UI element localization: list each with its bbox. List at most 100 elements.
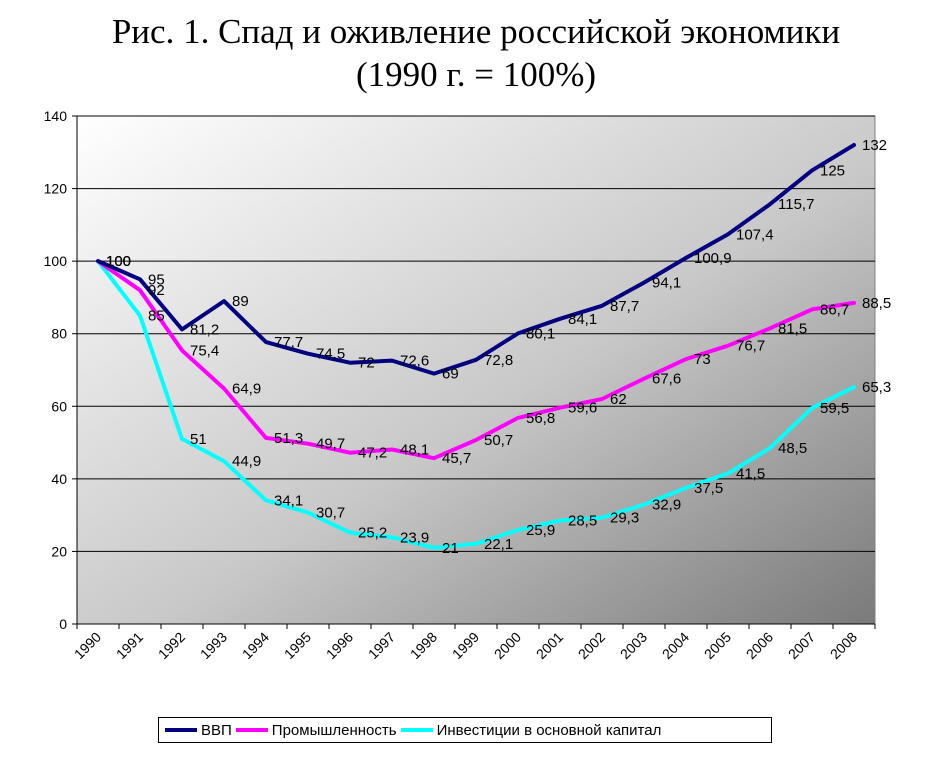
y-tick-label: 40 [51,471,67,487]
data-label: 87,7 [610,298,639,315]
data-label: 34,1 [274,492,303,509]
x-tick-label: 2000 [491,629,524,662]
data-label: 30,7 [316,505,345,522]
data-label: 22,1 [484,536,513,553]
data-label: 48,1 [400,441,429,458]
data-label: 47,2 [358,445,387,462]
x-tick-label: 1999 [449,629,482,662]
data-label: 75,4 [190,342,219,359]
data-label: 76,7 [736,338,765,355]
data-label: 21 [442,540,459,557]
legend-item: Промышленность [235,721,397,739]
data-label: 28,5 [568,513,597,530]
chart-title: Рис. 1. Спад и оживление российской экон… [111,12,841,51]
data-label: 100 [106,253,131,270]
data-label: 77,7 [274,334,303,351]
x-tick-label: 2001 [533,629,566,662]
legend-label: Промышленность [271,721,397,739]
series-line-0 [96,143,856,376]
data-label: 85 [148,308,165,325]
data-label: 25,2 [358,525,387,542]
data-label: 74,5 [316,346,345,363]
x-tick-label: 2004 [659,629,692,662]
y-tick-label: 60 [51,398,67,414]
data-label: 56,8 [526,410,555,427]
data-label: 115,7 [778,196,814,213]
data-label: 72,6 [400,353,429,370]
line-chart: 0 20 40 60 80 100 120 140 1990 1991 1992 1993 1994 19… [44,108,892,662]
data-label: 100,9 [694,250,732,267]
data-label: 84,1 [568,311,597,328]
legend: ВВП Промышленность Инвестиции в основной к… [158,717,772,743]
x-tick-label: 2006 [743,629,776,662]
x-tick-label: 1996 [323,629,356,662]
data-label: 23,9 [400,529,429,546]
data-label: 81,2 [190,321,219,338]
data-label: 25,9 [526,522,555,539]
data-label: 88,5 [862,295,891,312]
data-label: 100 [106,253,131,270]
data-label: 59,5 [820,400,849,417]
data-label: 45,7 [442,450,471,467]
chart-subtitle: (1990 г. = 100%) [355,55,597,94]
data-label: 64,9 [232,381,261,398]
data-label: 59,6 [568,400,597,417]
data-label: 95 [148,271,165,288]
data-label: 65,3 [862,379,891,396]
x-tick-label: 2005 [701,629,734,662]
x-tick-label: 1993 [197,629,230,662]
x-tick-label: 1992 [155,629,188,662]
y-tick-label: 80 [51,326,67,342]
legend-label: Инвестиции в основной капитал [436,721,662,739]
y-tick-label: 0 [59,616,67,632]
data-label: 67,6 [652,371,681,388]
x-tick-label: 2008 [827,629,860,662]
data-label: 100 [106,253,131,270]
data-label: 50,7 [484,432,513,449]
y-tick-label: 100 [44,253,68,269]
data-label: 81,5 [778,320,807,337]
data-label: 94,1 [652,275,681,292]
data-label: 51 [190,431,207,448]
data-label: 72 [358,355,375,372]
legend-item: ВВП [165,722,232,739]
data-label: 48,5 [778,440,807,457]
data-label: 86,7 [820,301,849,318]
x-tick-label: 2003 [617,629,650,662]
data-label: 80,1 [526,325,555,342]
data-label: 89 [232,293,249,310]
legend-swatch [400,728,433,732]
legend-swatch [235,728,268,732]
data-label: 29,3 [610,510,639,527]
data-label: 132 [862,137,887,154]
data-label: 62 [610,391,627,408]
y-tick-label: 20 [51,543,67,559]
y-tick-label: 120 [44,181,68,197]
data-label: 44,9 [232,453,261,470]
data-label: 51,3 [274,430,303,447]
x-tick-label: 1990 [71,629,104,662]
series-line-1 [96,259,856,461]
x-tick-label: 1998 [407,629,440,662]
data-label: 41,5 [736,465,765,482]
legend-label: ВВП [201,721,232,739]
series-line-2 [96,259,856,550]
plot-area [76,115,876,625]
data-label: 125 [820,162,845,179]
x-tick-label: 1997 [365,629,398,662]
y-tick-label: 140 [44,108,68,124]
x-tick-label: 2002 [575,629,608,662]
data-label: 92 [148,282,165,299]
data-label: 32,9 [652,497,681,514]
legend-item: Инвестиции в основной капитал [400,721,662,739]
data-label: 69 [442,366,459,383]
x-tick-label: 1995 [281,629,314,662]
data-label: 107,4 [736,226,774,243]
data-label: 72,8 [484,352,513,369]
data-label: 73 [694,351,711,368]
x-tick-label: 1991 [113,629,146,662]
x-tick-label: 1994 [239,629,272,662]
data-label: 37,5 [694,480,723,497]
x-tick-label: 2007 [785,629,818,662]
data-label: 49,7 [316,436,345,453]
